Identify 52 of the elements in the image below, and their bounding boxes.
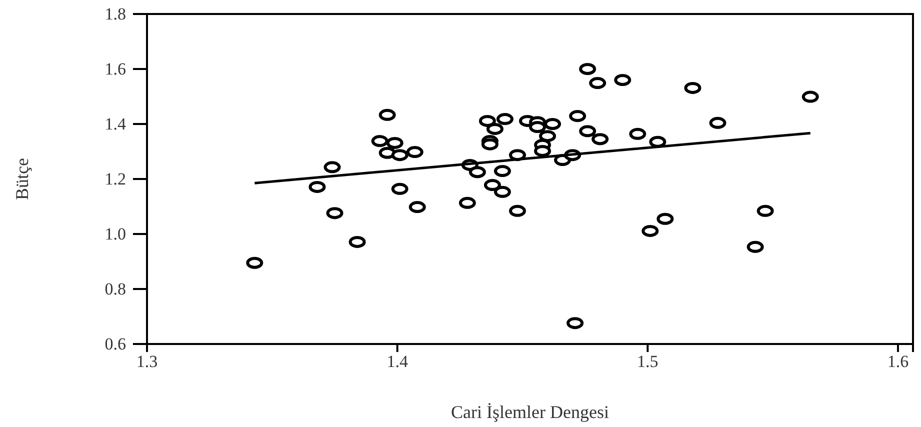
point [529,121,546,134]
point [408,201,426,214]
point [348,236,366,248]
y-tick-label: 1.2 [104,169,126,188]
point [386,136,404,149]
point [326,207,344,220]
point [684,82,702,94]
y-tick-label: 0.8 [104,279,126,298]
point [592,133,609,146]
x-tick-label: 1.5 [637,352,658,372]
point [494,165,511,178]
point [391,149,408,162]
y-axis-title: Bütçe [12,158,32,200]
y-tick-label: 1.0 [104,224,126,244]
point [534,144,552,157]
point [484,179,501,192]
point [486,122,504,135]
x-tick-label: 1.4 [386,352,408,372]
point [496,113,514,126]
point [579,125,596,138]
point [508,204,526,217]
point [656,212,674,225]
point [566,317,584,330]
x-tick-label: 1.6 [887,352,909,372]
point [481,138,498,150]
y-tick-label: 1.4 [104,114,126,134]
point [756,204,774,217]
point [629,128,646,140]
point [589,77,606,90]
y-tick-label: 0.6 [104,334,126,354]
point [494,186,511,198]
x-axis-title: Cari İşlemler Dengesi [451,402,609,422]
y-tick-label: 1.6 [104,59,126,78]
point [378,108,396,121]
point [802,90,819,103]
point [391,182,408,195]
point [709,116,726,129]
point [371,135,388,148]
point [246,256,264,269]
point [478,114,496,127]
x-tick-label: 1.3 [136,352,158,372]
point [539,130,556,142]
point [569,110,586,122]
point [746,240,764,253]
y-tick-label: 1.8 [104,4,126,24]
point [406,146,424,158]
point [642,224,659,237]
point [458,196,476,209]
point [308,180,326,193]
point [324,161,341,174]
point [468,166,486,178]
point [649,136,666,148]
